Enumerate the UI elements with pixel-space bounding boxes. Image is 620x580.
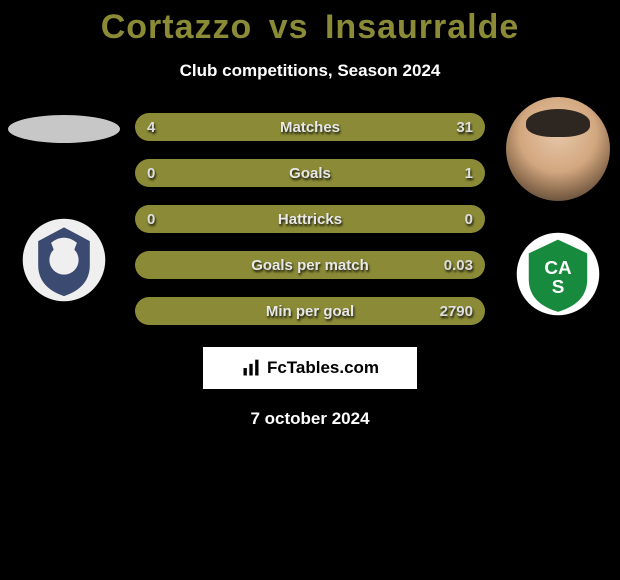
stat-label: Matches bbox=[280, 119, 340, 136]
stat-right-value: 31 bbox=[456, 119, 473, 136]
shield-icon bbox=[21, 217, 107, 303]
stat-row: 0 Hattricks 0 bbox=[135, 205, 485, 233]
team-right-badge: CA S bbox=[515, 231, 601, 317]
team-left-badge bbox=[21, 217, 107, 303]
stats-bars: 4 Matches 31 0 Goals 1 0 Hattricks 0 Goa… bbox=[135, 113, 485, 325]
subtitle: Club competitions, Season 2024 bbox=[0, 61, 620, 81]
stat-label: Hattricks bbox=[278, 211, 342, 228]
player-right-column: CA S bbox=[506, 97, 610, 317]
date-label: 7 october 2024 bbox=[0, 409, 620, 429]
stat-left-value: 4 bbox=[147, 119, 155, 136]
svg-text:S: S bbox=[552, 277, 565, 298]
stat-right-value: 2790 bbox=[440, 303, 473, 320]
watermark-text: FcTables.com bbox=[267, 358, 379, 378]
shield-icon: CA S bbox=[515, 231, 601, 317]
title-mid: vs bbox=[269, 8, 309, 46]
watermark: FcTables.com bbox=[203, 347, 417, 389]
stat-row: Goals per match 0.03 bbox=[135, 251, 485, 279]
player-left-column bbox=[8, 97, 120, 303]
stat-row: 0 Goals 1 bbox=[135, 159, 485, 187]
player-left-avatar bbox=[8, 115, 120, 143]
stat-right-value: 1 bbox=[465, 165, 473, 182]
svg-text:CA: CA bbox=[544, 258, 572, 279]
stat-right-value: 0 bbox=[465, 211, 473, 228]
stat-label: Min per goal bbox=[266, 303, 354, 320]
bar-chart-icon bbox=[241, 358, 261, 378]
stat-label: Goals per match bbox=[251, 257, 369, 274]
stat-label: Goals bbox=[289, 165, 331, 182]
stat-right-value: 0.03 bbox=[444, 257, 473, 274]
page-title: Cortazzo vs Insaurralde bbox=[0, 8, 620, 47]
title-left: Cortazzo bbox=[101, 8, 253, 46]
stat-row: 4 Matches 31 bbox=[135, 113, 485, 141]
player-right-avatar bbox=[506, 97, 610, 201]
stat-left-value: 0 bbox=[147, 165, 155, 182]
stat-row: Min per goal 2790 bbox=[135, 297, 485, 325]
title-right: Insaurralde bbox=[325, 8, 519, 46]
stat-left-value: 0 bbox=[147, 211, 155, 228]
